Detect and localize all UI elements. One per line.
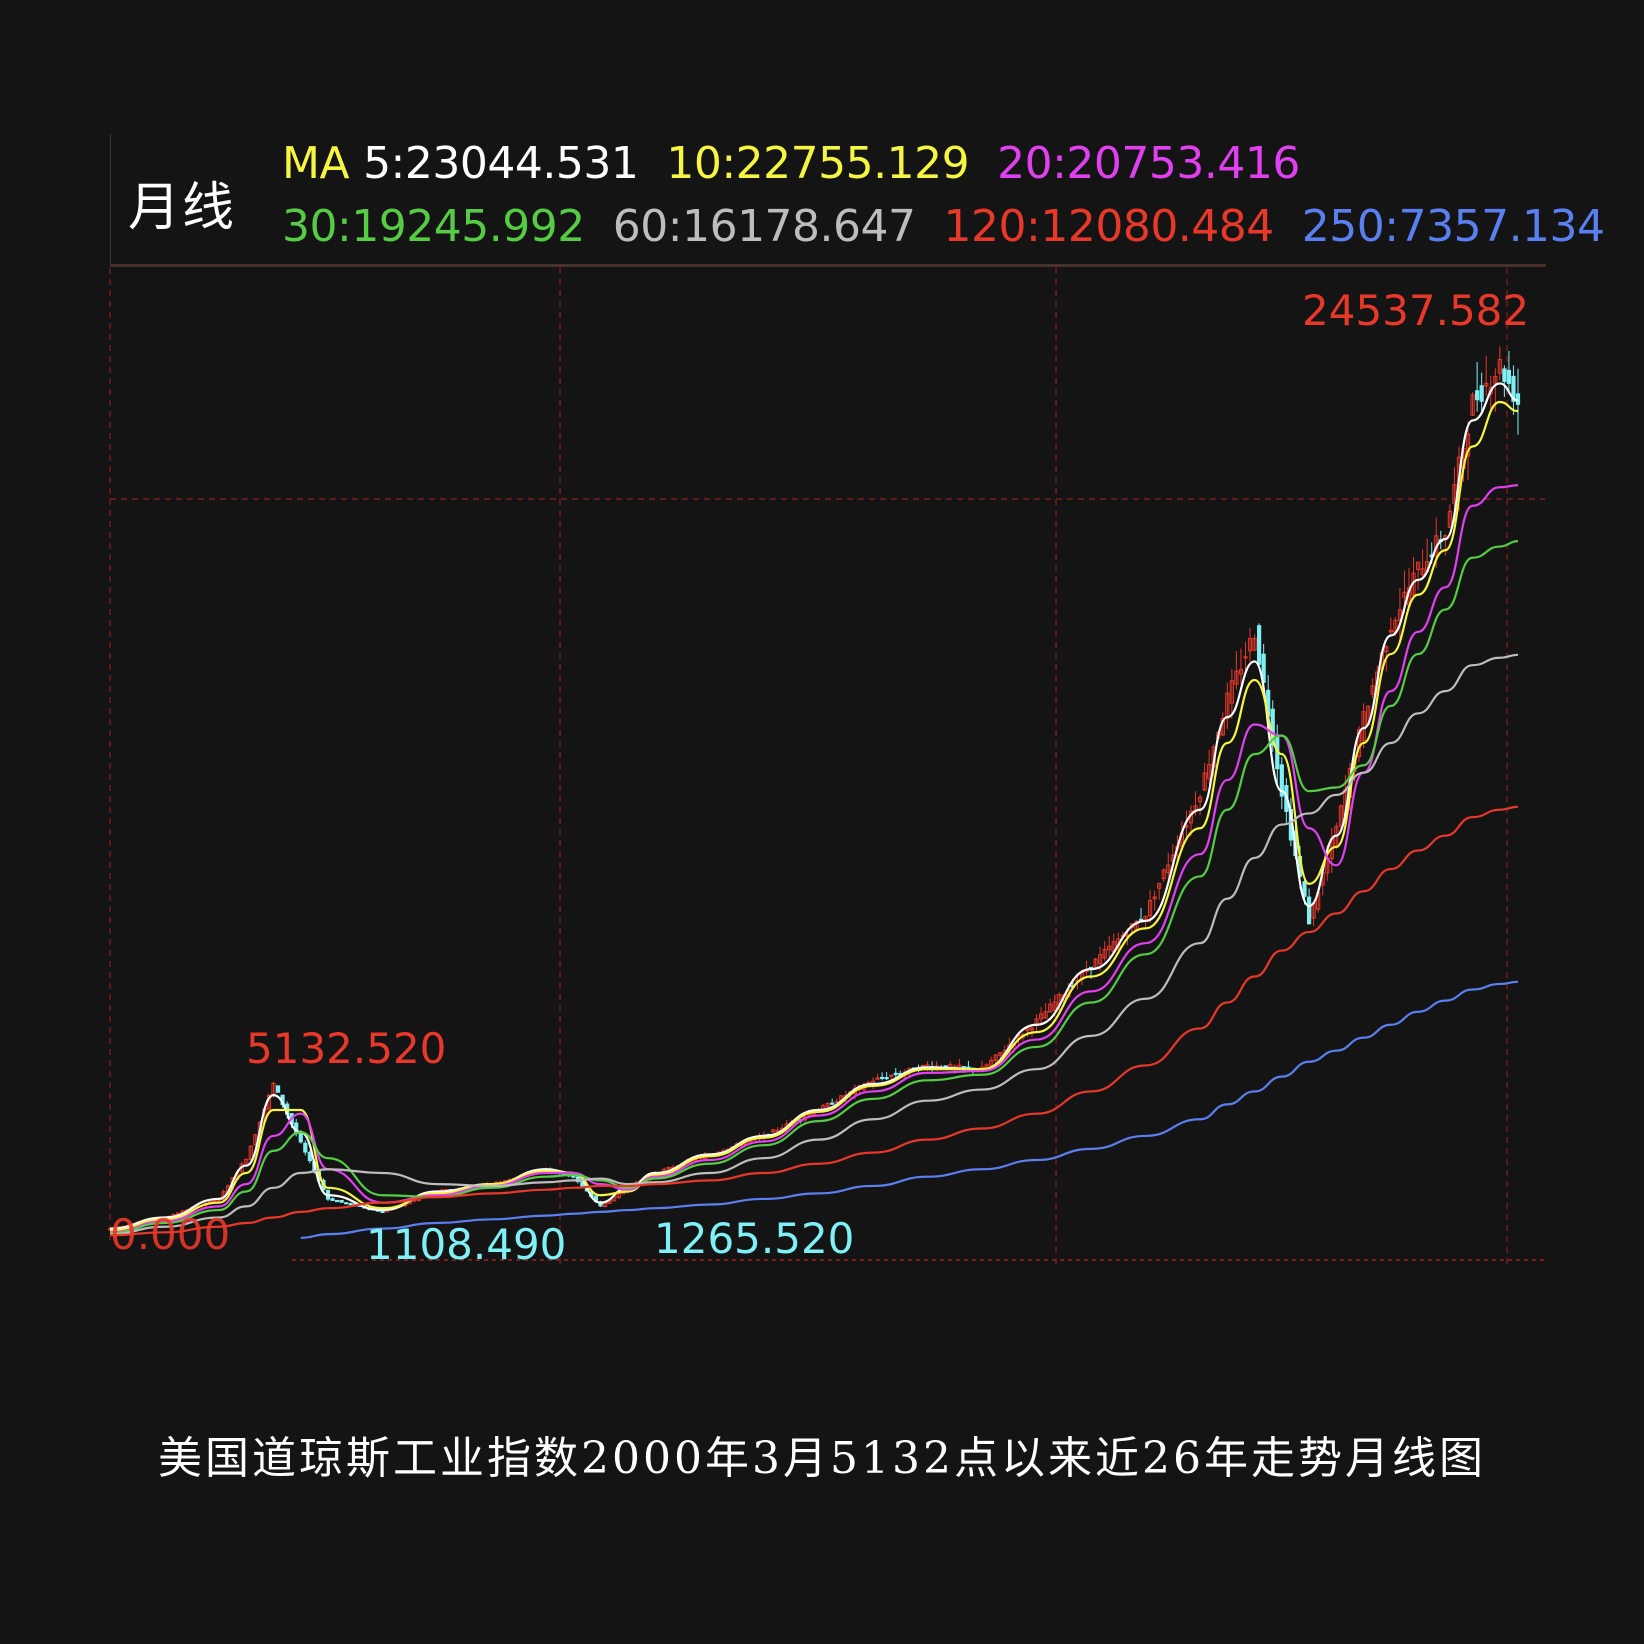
- ma5-value: 5:23044.531: [363, 138, 639, 189]
- period-label: 月线: [128, 178, 237, 238]
- low-1-label: 1108.490: [366, 1220, 567, 1269]
- ma-line-ma120: [109, 805, 1519, 1237]
- ma120-value: 120:12080.484: [943, 201, 1275, 252]
- candlesticks: [107, 346, 1521, 1231]
- ma-line-ma10: [109, 400, 1519, 1232]
- grid-lines: [109, 268, 1545, 1268]
- ma-prefix: MA: [282, 138, 350, 189]
- high-2000-label: 5132.520: [246, 1024, 447, 1073]
- ma-line-ma5: [109, 382, 1519, 1230]
- ma-line-ma250: [300, 980, 1519, 1239]
- moving-average-lines: [109, 382, 1519, 1239]
- ma60-value: 60:16178.647: [612, 201, 916, 252]
- ma-line-ma60: [109, 653, 1519, 1236]
- ma250-value: 250:7357.134: [1301, 201, 1605, 252]
- legend-separator: [110, 264, 1546, 267]
- ma10-value: 10:22755.129: [666, 138, 970, 189]
- chart-caption: 美国道琼斯工业指数2000年3月5132点以来近26年走势月线图: [158, 1433, 1486, 1484]
- high-latest-label: 24537.582: [1302, 286, 1530, 335]
- left-edge-label: 0.000: [110, 1210, 231, 1259]
- low-2-label: 1265.520: [654, 1214, 855, 1263]
- ma-legend-row-2: 30:19245.992 60:16178.647 120:12080.484 250…: [282, 201, 1633, 252]
- ma30-value: 30:19245.992: [282, 201, 585, 252]
- legend-box: [110, 134, 1547, 264]
- ma-legend-row-1: MA 5:23044.531 10:22755.129 20:20753.416: [282, 138, 1328, 189]
- ma-line-ma30: [109, 540, 1519, 1235]
- ma20-value: 20:20753.416: [997, 138, 1300, 189]
